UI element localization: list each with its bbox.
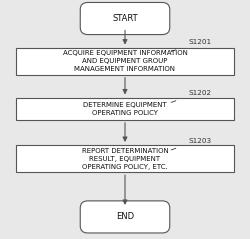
Text: REPORT DETERMINATION
RESULT, EQUIPMENT
OPERATING POLICY, ETC.: REPORT DETERMINATION RESULT, EQUIPMENT O… [82,148,168,170]
Text: S1202: S1202 [188,90,212,96]
FancyBboxPatch shape [80,2,170,35]
FancyBboxPatch shape [16,145,234,172]
Text: S1203: S1203 [188,138,212,144]
Text: START: START [112,14,138,23]
FancyBboxPatch shape [16,98,234,120]
Text: S1201: S1201 [188,39,212,45]
Text: ACQUIRE EQUIPMENT INFORMATION
AND EQUIPMENT GROUP
MANAGEMENT INFORMATION: ACQUIRE EQUIPMENT INFORMATION AND EQUIPM… [62,50,188,72]
Text: END: END [116,212,134,221]
FancyBboxPatch shape [16,48,234,75]
FancyBboxPatch shape [80,201,170,233]
Text: DETERMINE EQUIPMENT
OPERATING POLICY: DETERMINE EQUIPMENT OPERATING POLICY [83,102,167,116]
